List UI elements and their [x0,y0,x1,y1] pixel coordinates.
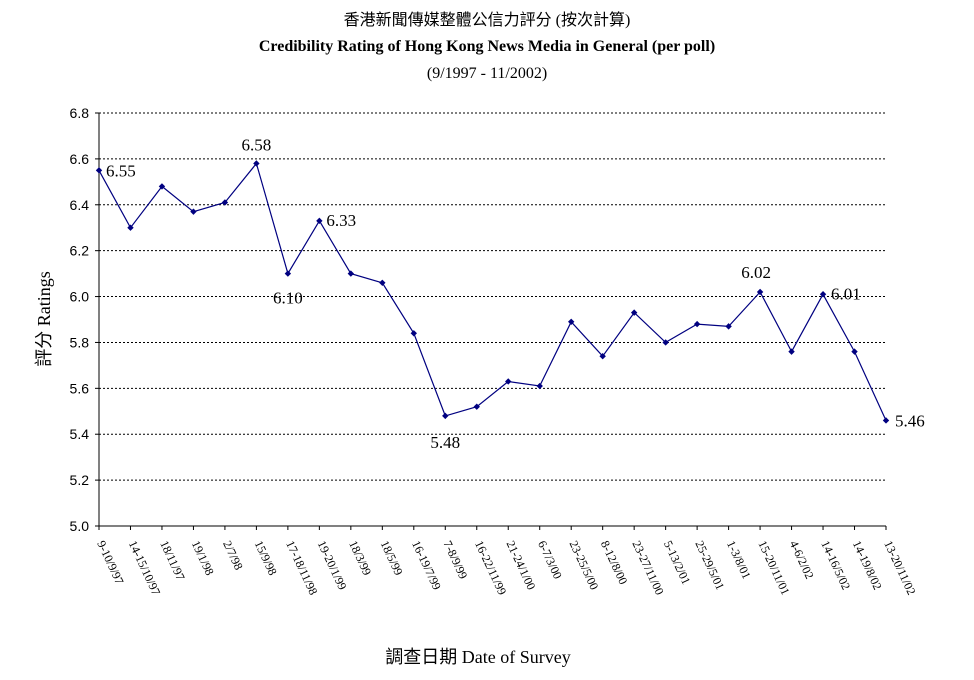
data-point [379,279,386,286]
data-markers [95,160,890,424]
data-point [756,288,764,296]
x-tick-label: 23-25/5/00 [566,538,601,592]
data-point [568,318,575,325]
y-tick-label: 6.4 [70,197,90,213]
chart-title: 香港新聞傳媒整體公信力評分 (按次計算) [344,10,631,29]
data-point [725,323,732,330]
data-point [536,382,543,390]
data-point [316,217,323,225]
x-tick-label: 19/1/98 [189,538,217,577]
data-point [127,224,134,231]
x-tick-label: 25-29/5/01 [692,538,727,592]
x-tick-label: 13-20/11/02 [881,538,918,597]
x-tick-label: 2/7/98 [220,538,246,572]
x-tick-label: 18/3/99 [346,538,374,577]
data-point [473,403,480,410]
y-tick-label: 5.6 [70,380,90,396]
x-tick-label: 14-15/10/97 [126,538,163,597]
x-tick-label: 6-7/3/00 [535,538,565,581]
data-point [221,199,229,206]
x-tick-label: 8-12/8/00 [598,538,630,586]
data-point [819,291,827,298]
data-point [190,208,197,215]
data-label: 6.10 [273,289,303,308]
x-tick-label: 7-8/9/99 [441,538,471,581]
data-point [95,167,103,174]
x-tick-label: 16-22/11/99 [472,538,509,597]
y-tick-label: 6.0 [70,289,90,305]
y-tick-label: 6.8 [70,105,90,121]
data-label: 6.33 [326,211,356,230]
data-label: 6.58 [242,135,272,154]
x-tick-label: 14-19/8/02 [850,538,885,592]
x-tick-label: 16-19/7/99 [409,538,444,592]
x-tick-label: 1-3/8/01 [724,538,754,581]
series-line [98,162,887,421]
data-point [630,309,638,316]
data-label: 5.46 [895,411,925,430]
x-tick-label: 9-10/9/97 [94,538,126,586]
data-point [662,339,669,346]
data-label: 6.02 [741,263,771,282]
x-tick-label: 15-20/11/01 [755,538,792,597]
x-tick-label: 17-18/11/98 [283,538,320,597]
x-tick-label: 18/11/97 [157,538,188,582]
y-tick-label: 6.2 [70,243,90,259]
data-point [788,348,795,355]
data-label: 6.01 [831,284,861,303]
data-point [851,348,858,355]
data-point [284,270,292,277]
data-point [410,330,417,337]
data-point [693,320,701,328]
data-labels: 6.55 6.58 6.10 6.33 5.48 6.02 6.01 5.46 [106,135,925,451]
chart-period: (9/1997 - 11/2002) [427,65,547,82]
data-label: 6.55 [106,161,136,180]
data-point [158,183,166,190]
data-point [347,270,355,277]
y-tick-labels: 5.0 5.2 5.4 5.6 5.8 6.0 6.2 6.4 6.6 6.8 [70,105,99,534]
data-point [599,353,606,360]
x-tick-label: 15/9/98 [252,538,280,577]
x-tick-label: 14-16/5/02 [818,538,853,592]
data-point [253,160,260,167]
data-point [442,412,449,420]
x-tick-label: 18/5/99 [378,538,406,577]
y-tick-label: 5.0 [70,518,90,534]
x-axis-title: 調查日期 Date of Survey [385,647,570,667]
data-point [505,378,512,385]
y-tick-label: 6.6 [70,151,90,167]
y-tick-label: 5.4 [70,426,90,442]
y-axis-title: 評分 Ratings [34,271,54,367]
x-tick-label: 4-6/2/02 [787,538,817,581]
y-tick-label: 5.8 [70,334,90,350]
data-point [882,417,890,424]
chart-subtitle: Credibility Rating of Hong Kong News Med… [259,38,715,55]
x-tick-label: 19-20/1/99 [315,538,350,592]
gridlines [99,112,886,481]
y-tick-label: 5.2 [70,472,90,488]
x-tick-label: 23-27/11/00 [629,538,666,597]
data-label: 5.48 [430,433,460,452]
x-tick-label: 5-13/2/01 [661,538,693,586]
x-tick-label: 21-24/1/00 [504,538,539,592]
